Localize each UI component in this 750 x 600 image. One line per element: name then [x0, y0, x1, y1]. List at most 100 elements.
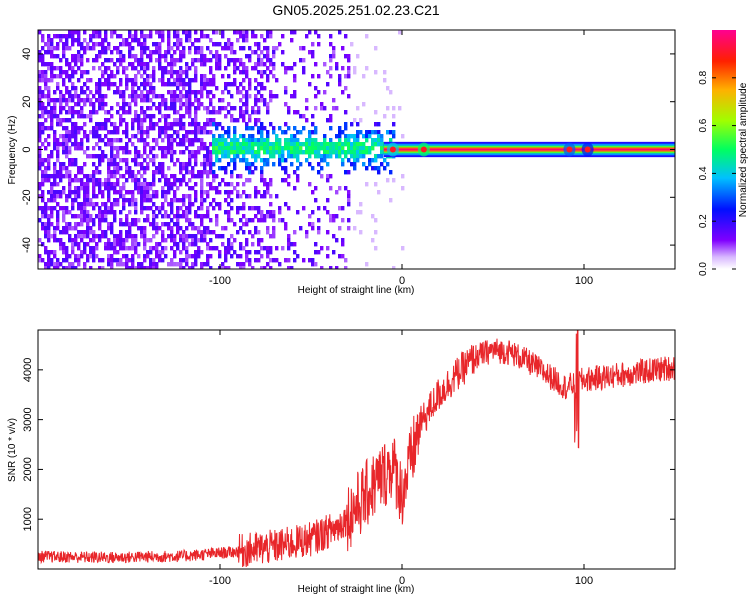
spectrogram-cell: [185, 206, 189, 211]
spectrogram-cell: [134, 250, 138, 255]
spectrogram-cell: [356, 122, 360, 127]
spectrogram-cell: [140, 62, 144, 67]
spectrogram-cell: [239, 110, 243, 115]
spectrogram-cell: [56, 118, 60, 123]
spectrogram-cell: [107, 206, 111, 211]
spectrogram-cell: [38, 206, 42, 211]
spectrogram-cell: [116, 58, 120, 63]
snr-y-axis-label: SNR (10 * v/v): [7, 418, 18, 482]
spectrogram-cell: [158, 118, 162, 123]
spectrogram-cell: [278, 126, 282, 131]
spectrogram-cell: [47, 34, 51, 39]
spectrogram-cell: [92, 186, 96, 191]
spectrogram-cell: [65, 90, 69, 95]
spectrogram-cell: [314, 30, 318, 35]
spectrogram-cell: [110, 258, 114, 263]
spectrogram-cell: [143, 110, 147, 115]
spectrogram-cell: [155, 222, 159, 227]
spectrogram-cell: [65, 74, 69, 79]
spectrogram-cell: [233, 58, 237, 63]
spectrogram-cell: [284, 86, 288, 91]
spectrogram-cell: [125, 230, 129, 235]
spectrogram-cell: [170, 206, 174, 211]
spectrogram-cell: [158, 94, 162, 99]
spectrogram-cell: [98, 222, 102, 227]
spectrogram-cell: [53, 262, 57, 267]
spectrogram-cell: [140, 226, 144, 231]
spectrogram-cell: [392, 122, 396, 127]
spectrogram-cell: [245, 142, 249, 147]
spectrogram-cell: [314, 150, 318, 155]
spectrogram-cell: [221, 30, 225, 35]
spectrogram-cell: [242, 86, 246, 91]
spectrogram-cell: [392, 114, 396, 119]
spectrogram-cell: [212, 142, 216, 147]
spectrogram-cell: [224, 150, 228, 155]
spectrogram-cell: [272, 46, 276, 51]
spectrogram-cell: [266, 130, 270, 135]
spectrogram-cell: [71, 98, 75, 103]
spectrogram-cell: [41, 46, 45, 51]
spectrogram-blob-core: [389, 146, 396, 153]
spectrogram-cell: [38, 146, 42, 151]
spectrogram-cell: [92, 246, 96, 251]
spectrogram-cell: [191, 118, 195, 123]
spectrogram-cell: [152, 190, 156, 195]
spectrogram-cell: [176, 142, 180, 147]
spectrogram-cell: [125, 110, 129, 115]
spectrogram-cell: [293, 110, 297, 115]
spectrogram-cell: [164, 102, 168, 107]
spectrogram-cell: [365, 66, 369, 71]
spectrogram-cell: [83, 90, 87, 95]
spectrogram-cell: [143, 118, 147, 123]
spectrogram-cell: [182, 178, 186, 183]
spectrogram-cell: [257, 242, 261, 247]
spectrogram-cell: [56, 194, 60, 199]
spectrogram-cell: [122, 146, 126, 151]
spectrogram-cell: [125, 158, 129, 163]
spectrogram-cell: [311, 166, 315, 171]
spectrogram-cell: [80, 170, 84, 175]
spectrogram-cell: [86, 134, 90, 139]
spectrogram-cell: [158, 146, 162, 151]
spectrogram-cell: [230, 150, 234, 155]
spectrogram-cell: [248, 126, 252, 131]
spectrogram-cell: [143, 198, 147, 203]
spectrogram-cell: [356, 134, 360, 139]
spectrogram-cell: [263, 54, 267, 59]
spectrogram-cell: [77, 178, 81, 183]
spectrogram-cell: [62, 210, 66, 215]
spectrogram-cell: [266, 34, 270, 39]
spectrogram-cell: [230, 182, 234, 187]
spectrogram-cell: [74, 134, 78, 139]
spectrogram-cell: [200, 78, 204, 83]
spectrogram-cell: [245, 158, 249, 163]
spectrogram-cell: [80, 110, 84, 115]
spectrogram-cell: [65, 102, 69, 107]
spectrogram-cell: [179, 122, 183, 127]
spectrogram-cell: [98, 134, 102, 139]
spectrogram-cell: [152, 146, 156, 151]
spectrogram-cell: [203, 130, 207, 135]
spectrogram-cell: [80, 214, 84, 219]
spectrogram-cell: [113, 158, 117, 163]
spectrogram-cell: [110, 266, 114, 269]
spectrogram-cell: [191, 62, 195, 67]
spectrogram-cell: [248, 142, 252, 147]
spectrogram-cell: [92, 126, 96, 131]
spectrogram-cell: [266, 246, 270, 251]
spectrogram-cell: [98, 162, 102, 167]
spectrogram-cell: [137, 42, 141, 47]
spectrogram-cell: [239, 134, 243, 139]
spectrogram-cell: [185, 250, 189, 255]
spectrogram-cell: [167, 226, 171, 231]
spectrogram-cell: [86, 98, 90, 103]
spectrogram-cell: [317, 226, 321, 231]
spectrogram-cell: [326, 230, 330, 235]
spectrogram-cell: [245, 250, 249, 255]
spectrogram-cell: [53, 54, 57, 59]
snr-line: [38, 330, 675, 568]
spectrogram-cell: [134, 182, 138, 187]
spectrogram-cell: [176, 86, 180, 91]
spectrogram-cell: [92, 146, 96, 151]
